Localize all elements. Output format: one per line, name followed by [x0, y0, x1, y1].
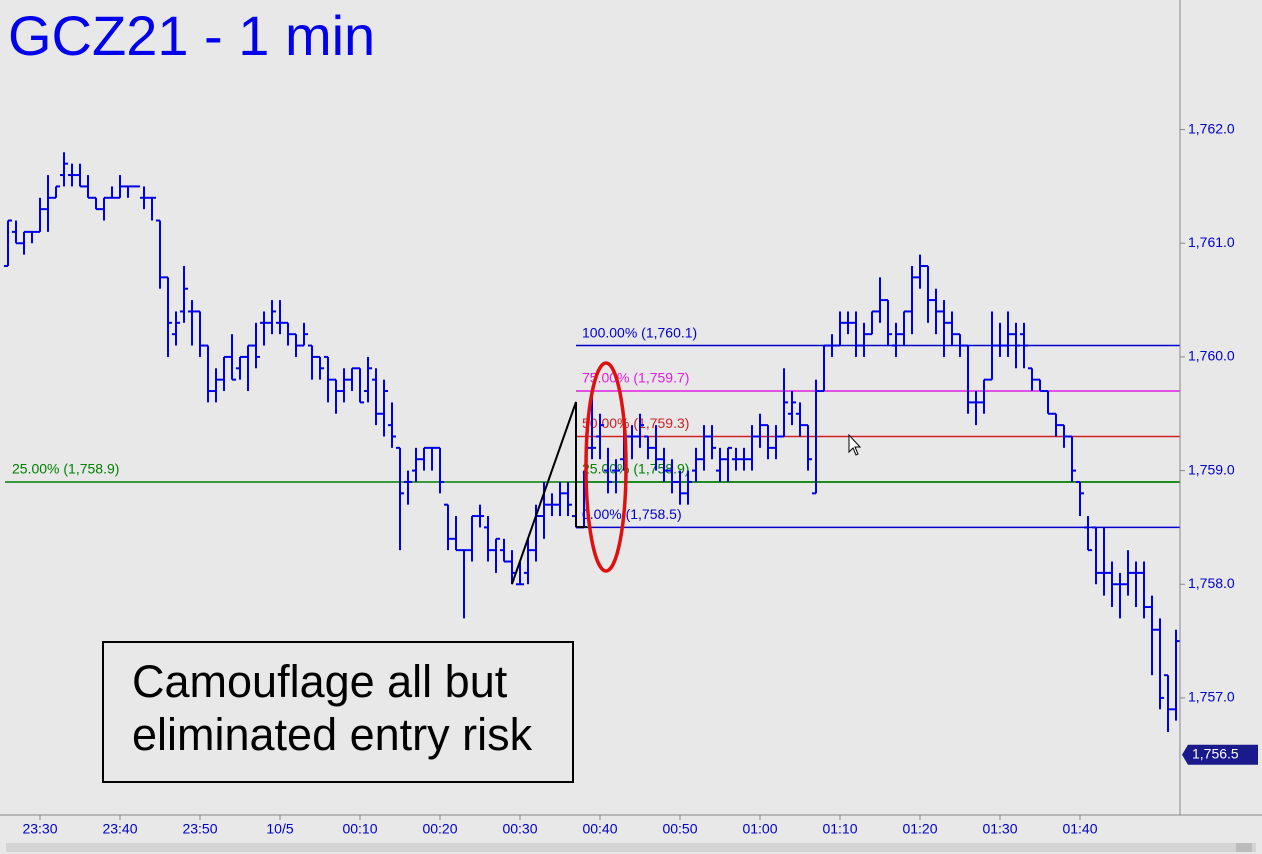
last-price-marker [1182, 744, 1258, 765]
x-tick-label: 23:50 [182, 821, 217, 837]
fib-level-label: 50.00% (1,759.3) [582, 415, 689, 431]
y-tick-label: 1,762.0 [1188, 120, 1235, 136]
fib-level-label: 100.00% (1,760.1) [582, 324, 697, 340]
fib-level-label: 0.00% (1,758.5) [582, 506, 682, 522]
highlight-ellipse [584, 361, 628, 573]
x-tick-label: 01:30 [982, 821, 1017, 837]
y-tick-label: 1,758.0 [1188, 575, 1235, 591]
x-tick-label: 01:00 [742, 821, 777, 837]
x-tick-label: 00:10 [342, 821, 377, 837]
fib-level-label: 25.00% (1,758.9) [582, 461, 689, 477]
chart-title: GCZ21 - 1 min [8, 4, 375, 67]
y-tick-label: 1,759.0 [1188, 461, 1235, 477]
annotation-text: Camouflage all but [132, 656, 508, 707]
x-tick-label: 00:50 [662, 821, 697, 837]
x-tick-label: 10/5 [266, 821, 293, 837]
y-tick-label: 1,760.0 [1188, 348, 1235, 364]
x-tick-label: 01:40 [1062, 821, 1097, 837]
trend-line [511, 401, 577, 585]
x-tick-label: 23:30 [22, 821, 57, 837]
x-tick-label: 00:30 [502, 821, 537, 837]
y-tick-label: 1,757.0 [1188, 689, 1235, 705]
annotation-text: eliminated entry risk [132, 709, 533, 760]
x-tick-label: 00:40 [582, 821, 617, 837]
x-tick-label: 01:10 [822, 821, 857, 837]
last-price-label: 1,756.5 [1192, 745, 1239, 761]
y-tick-label: 1,761.0 [1188, 234, 1235, 250]
fib-level-label: 75.00% (1,759.7) [582, 370, 689, 386]
plot-area: 25.00% (1,758.9) 100.00% (1,760.1) 75.00% … [4, 152, 1180, 733]
annotation-box [102, 641, 574, 783]
horizontal-line-label: 25.00% (1,758.9) [12, 461, 119, 477]
scroll-thumb[interactable] [1236, 843, 1252, 852]
x-tick-label: 01:20 [902, 821, 937, 837]
x-tick-label: 23:40 [102, 821, 137, 837]
mouse-cursor [848, 433, 862, 456]
x-tick-label: 00:20 [422, 821, 457, 837]
scrollbar[interactable] [6, 843, 1256, 852]
